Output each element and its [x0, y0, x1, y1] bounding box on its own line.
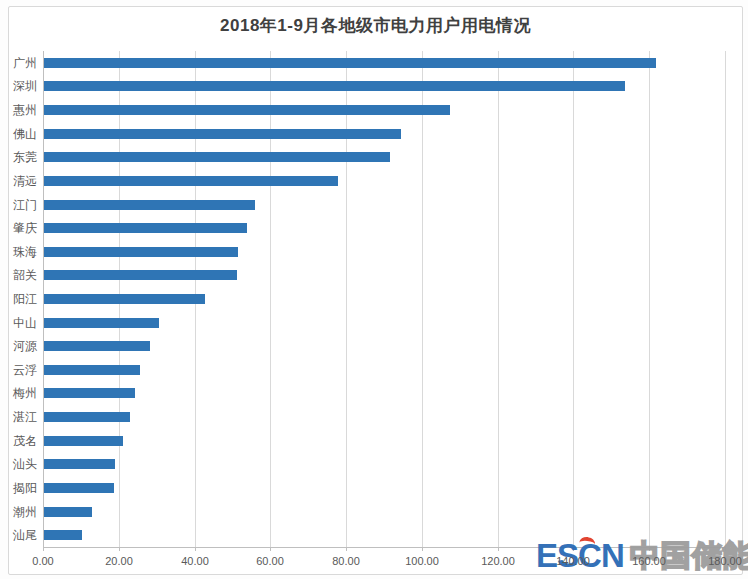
x-axis-tick — [270, 547, 271, 551]
category-label-河源: 河源 — [9, 340, 37, 352]
category-label-中山: 中山 — [9, 317, 37, 329]
x-axis-label: 0.00 — [32, 555, 53, 567]
x-axis-tick — [119, 547, 120, 551]
bar-汕头 — [44, 459, 115, 469]
category-label-广州: 广州 — [9, 57, 37, 69]
x-axis-tick — [498, 547, 499, 551]
bar-阳江 — [44, 294, 205, 304]
gridline — [270, 51, 271, 547]
bar-茂名 — [44, 436, 123, 446]
x-axis-label: 80.00 — [332, 555, 360, 567]
category-label-潮州: 潮州 — [9, 506, 37, 518]
bar-惠州 — [44, 105, 450, 115]
category-label-汕尾: 汕尾 — [9, 529, 37, 541]
x-axis-label: 100.00 — [405, 555, 439, 567]
bar-肇庆 — [44, 223, 247, 233]
bar-潮州 — [44, 507, 92, 517]
bar-韶关 — [44, 270, 237, 280]
category-label-珠海: 珠海 — [9, 246, 37, 258]
gridline — [573, 51, 574, 547]
escn-logo-n: N — [601, 537, 624, 574]
category-label-梅州: 梅州 — [9, 387, 37, 399]
x-axis-label: 60.00 — [256, 555, 284, 567]
x-axis-tick — [346, 547, 347, 551]
category-label-阳江: 阳江 — [9, 293, 37, 305]
x-axis-label: 160.00 — [632, 555, 666, 567]
category-label-深圳: 深圳 — [9, 80, 37, 92]
x-axis-label: 20.00 — [105, 555, 133, 567]
gridline — [346, 51, 347, 547]
category-label-韶关: 韶关 — [9, 269, 37, 281]
category-label-汕头: 汕头 — [9, 458, 37, 470]
bar-广州 — [44, 58, 656, 68]
bar-清远 — [44, 176, 338, 186]
bar-江门 — [44, 200, 255, 210]
x-axis-tick — [422, 547, 423, 551]
bar-河源 — [44, 341, 150, 351]
category-label-肇庆: 肇庆 — [9, 222, 37, 234]
x-axis-label: 40.00 — [181, 555, 209, 567]
category-label-揭阳: 揭阳 — [9, 482, 37, 494]
plot-area — [43, 51, 725, 547]
x-axis-tick — [43, 547, 44, 551]
bar-佛山 — [44, 129, 401, 139]
category-label-湛江: 湛江 — [9, 411, 37, 423]
gridline — [725, 51, 726, 547]
category-label-惠州: 惠州 — [9, 104, 37, 116]
chart-title: 2018年1-9月各地级市电力用户用电情况 — [9, 14, 742, 37]
x-axis-label: 180.00 — [708, 555, 742, 567]
category-label-佛山: 佛山 — [9, 128, 37, 140]
bar-中山 — [44, 318, 159, 328]
category-label-云浮: 云浮 — [9, 364, 37, 376]
bar-汕尾 — [44, 530, 82, 540]
gridline — [498, 51, 499, 547]
chart-canvas: 2018年1-9月各地级市电力用户用电情况 广州深圳惠州佛山东莞清远江门肇庆珠海… — [0, 0, 748, 579]
bar-云浮 — [44, 365, 140, 375]
category-label-茂名: 茂名 — [9, 435, 37, 447]
category-label-东莞: 东莞 — [9, 151, 37, 163]
x-axis-label: 140.00 — [556, 555, 590, 567]
bar-湛江 — [44, 412, 130, 422]
bar-东莞 — [44, 152, 390, 162]
gridline — [422, 51, 423, 547]
bar-珠海 — [44, 247, 238, 257]
x-axis-label: 120.00 — [481, 555, 515, 567]
category-label-清远: 清远 — [9, 175, 37, 187]
chart-frame: 2018年1-9月各地级市电力用户用电情况 广州深圳惠州佛山东莞清远江门肇庆珠海… — [8, 6, 743, 575]
x-axis-tick — [195, 547, 196, 551]
bar-深圳 — [44, 81, 625, 91]
bar-揭阳 — [44, 483, 114, 493]
gridline — [649, 51, 650, 547]
bar-梅州 — [44, 388, 135, 398]
category-label-江门: 江门 — [9, 199, 37, 211]
